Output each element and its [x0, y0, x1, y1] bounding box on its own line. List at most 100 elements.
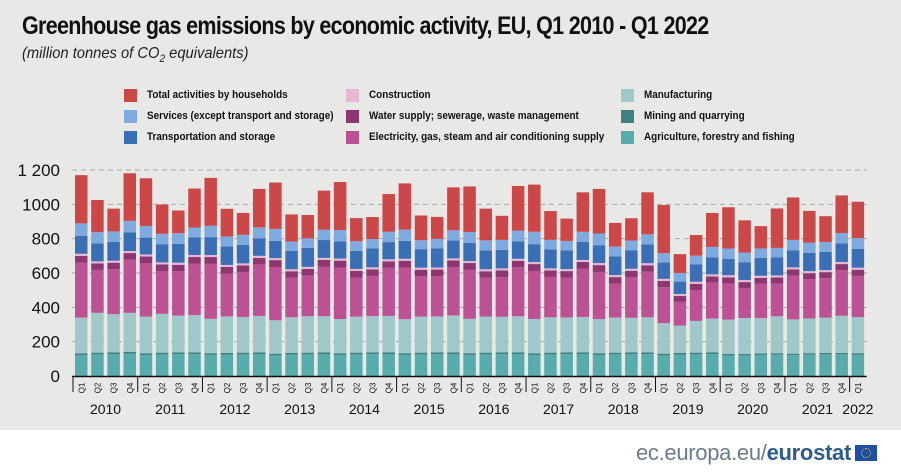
bar-segment	[528, 319, 541, 354]
bar-segment	[722, 207, 735, 249]
bar-segment	[414, 316, 428, 353]
x-tick-year: 2022	[842, 401, 873, 417]
bar-segment	[803, 353, 816, 355]
bar-segment	[220, 316, 234, 353]
bar-segment	[641, 192, 654, 235]
bar-segment	[220, 352, 234, 355]
bar-segment	[641, 354, 654, 376]
bar-segment	[528, 262, 541, 265]
bar-segment	[576, 316, 590, 353]
bar-segment	[706, 354, 719, 376]
bar-segment	[430, 276, 444, 317]
bar-segment	[91, 243, 104, 262]
bar-segment	[657, 353, 670, 356]
bar-segment	[722, 283, 735, 320]
bar-segment	[608, 256, 622, 276]
legend-item-mining[interactable]: Mining and quarrying	[621, 108, 756, 124]
bar-segment	[333, 260, 347, 268]
legend-item-agriculture[interactable]: Agriculture, forestry and fishing	[621, 129, 811, 145]
bar-segment	[641, 234, 654, 245]
bar-segment	[511, 316, 525, 353]
bar-segment	[398, 229, 412, 241]
bar-segment	[754, 353, 768, 355]
bar-segment	[107, 260, 120, 263]
x-tick-quarter: Q1	[595, 382, 604, 393]
legend-item-electricity[interactable]: Electricity, gas, steam and air conditio…	[346, 129, 630, 145]
bar-segment	[576, 352, 590, 355]
bar-segment	[172, 264, 185, 272]
legend-swatch	[621, 130, 634, 144]
bar-segment	[317, 229, 331, 241]
legend-item-manufacturing[interactable]: Manufacturing	[621, 87, 720, 103]
bar-segment	[706, 352, 719, 355]
x-tick-quarter: Q3	[757, 382, 766, 393]
x-tick-quarter: Q2	[546, 382, 555, 393]
x-tick-quarter: Q3	[563, 382, 572, 393]
bar-segment	[155, 352, 169, 355]
bar-segment	[560, 271, 573, 278]
bar-segment	[738, 262, 751, 281]
bar-segment	[91, 261, 104, 264]
bar-segment	[819, 241, 832, 252]
bar-segment	[414, 249, 428, 268]
bar-segment	[188, 263, 201, 316]
bar-segment	[285, 277, 298, 318]
legend-label: Construction	[369, 89, 431, 101]
bar-segment	[123, 312, 137, 352]
legend-swatch	[346, 109, 359, 123]
bar-segment	[625, 277, 638, 318]
legend-label: Water supply; sewerage, waste management	[369, 110, 579, 122]
legend-item-households[interactable]: Total activities by households	[124, 87, 303, 103]
bar-segment	[350, 354, 363, 376]
bar-segment	[139, 256, 153, 264]
bar-segment	[819, 270, 832, 273]
bar-segment	[204, 254, 217, 258]
bar-segment	[608, 317, 622, 353]
x-tick-quarter: Q1	[401, 382, 410, 393]
bar-segment	[430, 248, 444, 268]
bar-segment	[738, 355, 751, 376]
x-tick-quarter: Q4	[191, 382, 200, 393]
bar-segment	[285, 317, 298, 353]
bar-segment	[398, 354, 412, 376]
bar-segment	[835, 195, 848, 234]
bar-segment	[317, 259, 331, 267]
bar-segment	[851, 275, 865, 318]
bar-segment	[463, 354, 476, 376]
bar-segment	[608, 354, 622, 376]
bar-segment	[285, 214, 298, 242]
x-tick-quarter: Q1	[724, 382, 733, 393]
bar-segment	[285, 354, 298, 376]
bar-segment	[592, 245, 606, 264]
bar-segment	[673, 325, 687, 353]
bar-segment	[528, 264, 541, 271]
bar-segment	[382, 242, 395, 260]
bar-segment	[608, 275, 622, 278]
x-tick-quarter: Q1	[854, 382, 863, 393]
legend-item-construction[interactable]: Construction	[346, 87, 437, 103]
bar-segment	[236, 263, 250, 266]
footer-logo[interactable]: ec.europa.eu/eurostat	[636, 440, 877, 466]
bar-segment	[463, 242, 476, 261]
x-axis: Q1 Q2 Q3 Q4 Q1 Q2 Q3 Q4 Q1 Q2 Q3 Q4 Q1 Q2 Q3 Q4 Q1 Q2 Q3 Q4…	[72, 375, 874, 417]
bar-segment	[641, 263, 654, 266]
bar-segment	[641, 265, 654, 272]
x-tick-quarter: Q2	[93, 382, 102, 393]
x-tick-quarter: Q3	[368, 382, 377, 393]
bar-segment	[511, 354, 525, 376]
legend-item-water-supply[interactable]: Water supply; sewerage, waste management	[346, 108, 602, 124]
bar-segment	[236, 212, 250, 235]
x-tick-quarter: Q2	[676, 382, 685, 393]
bar-segment	[803, 279, 816, 319]
bar-segment	[770, 283, 784, 317]
bar-segment	[673, 273, 687, 282]
legend-item-services[interactable]: Services (except transport and storage)	[124, 108, 354, 124]
bar-segment	[544, 276, 557, 318]
bar-segment	[269, 240, 282, 259]
bar-segment	[188, 227, 201, 238]
bar-segment	[91, 200, 104, 233]
bar-segment	[382, 315, 395, 353]
bar-segment	[495, 352, 509, 355]
bar-segment	[673, 301, 687, 326]
legend-item-transportation[interactable]: Transportation and storage	[124, 129, 289, 145]
